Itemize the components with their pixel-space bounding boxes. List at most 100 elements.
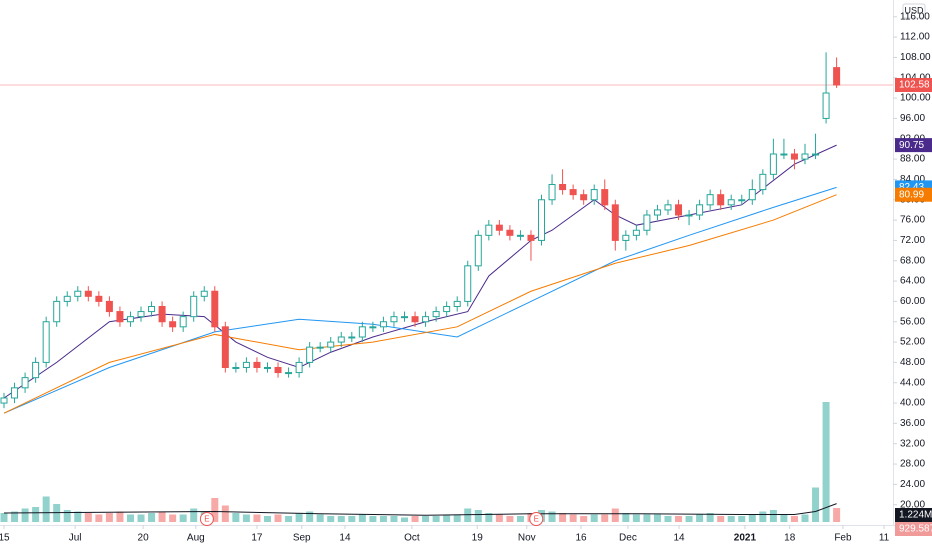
candle-body <box>158 305 166 323</box>
volume-bar <box>84 513 92 522</box>
candle-body <box>242 361 250 368</box>
price-badge-label: 102.58 <box>899 80 930 91</box>
volume-bar <box>812 487 820 522</box>
candle-body <box>306 346 314 363</box>
volume-bar <box>664 516 672 522</box>
volume-bar <box>285 516 293 522</box>
candle-body <box>53 300 61 323</box>
candle-body <box>833 67 841 86</box>
candle-body <box>664 204 672 211</box>
candle-body <box>137 311 145 318</box>
x-tick-label: 18 <box>784 533 796 544</box>
volume-bar <box>780 514 788 522</box>
volume-bar <box>495 514 503 522</box>
candle-body <box>348 336 356 339</box>
candle-body <box>211 290 219 328</box>
candle-body <box>390 316 398 323</box>
volume-bar <box>422 516 430 522</box>
y-tick-label: 36.00 <box>900 418 925 429</box>
candle-body <box>443 305 451 313</box>
y-tick-label: 48.00 <box>900 357 925 368</box>
volume-bar <box>148 513 156 522</box>
candle-body <box>580 194 588 201</box>
x-tick-label: Sep <box>293 533 311 544</box>
candle-body <box>569 189 577 196</box>
y-tick-label: 112.00 <box>900 32 930 43</box>
x-tick-label: Aug <box>187 533 205 544</box>
candle-body <box>506 229 514 236</box>
candle-body <box>401 316 409 319</box>
volume-bar <box>590 514 598 522</box>
volume-bar <box>580 516 588 522</box>
price-badge <box>895 187 932 202</box>
price-badge-label: 82.43 <box>899 182 924 193</box>
candle-body <box>485 224 493 236</box>
candle-body <box>801 153 809 160</box>
candle-body <box>379 321 387 328</box>
event-marker[interactable] <box>199 512 214 526</box>
volume-bar <box>306 511 314 522</box>
volume-bar <box>569 514 577 522</box>
volume-bar <box>242 514 250 522</box>
price-badge <box>895 508 932 522</box>
candle-body <box>516 234 524 237</box>
candle-body <box>221 326 229 368</box>
y-tick-label: 20.00 <box>900 499 925 510</box>
candle-body <box>253 361 261 368</box>
y-tick-label: 24.00 <box>900 479 925 490</box>
x-tick-label: 16 <box>575 533 587 544</box>
volume-bar <box>611 508 619 522</box>
x-tick-label: 14 <box>339 533 351 544</box>
price-badge <box>895 138 932 153</box>
volume-bar <box>211 498 219 522</box>
candle-body <box>369 326 377 329</box>
volume-bar <box>274 514 282 522</box>
currency-label[interactable]: USD <box>904 5 924 15</box>
volume-bar <box>443 514 451 522</box>
volume-bar <box>126 514 134 522</box>
candle-body <box>696 204 704 216</box>
candle-body <box>706 194 714 206</box>
volume-bar <box>759 511 767 522</box>
candle-body <box>74 290 82 297</box>
candle-body <box>285 372 293 375</box>
candle-body <box>822 92 830 119</box>
candle-body <box>685 214 693 217</box>
candle-body <box>759 173 767 191</box>
volume-bar <box>548 511 556 522</box>
candle-body <box>738 199 746 202</box>
currency-box[interactable] <box>902 3 926 19</box>
candle-body <box>316 346 324 349</box>
candle-body <box>769 153 777 175</box>
candle-body <box>179 316 187 328</box>
y-tick-label: 108.00 <box>900 52 931 63</box>
x-tick-label: Feb <box>834 533 852 544</box>
candle-body <box>559 184 567 191</box>
volume-bar <box>790 516 798 522</box>
x-tick-label: Jul <box>69 533 82 544</box>
candle-body <box>727 199 735 206</box>
volume-bar <box>42 496 50 522</box>
y-tick-label: 56.00 <box>900 316 925 327</box>
candle-body <box>411 316 419 323</box>
candle-body <box>548 184 556 201</box>
candle-body <box>538 199 546 241</box>
candle-body <box>432 311 440 318</box>
candle-body <box>717 194 725 206</box>
volume-bar <box>401 517 409 522</box>
candle-body <box>11 387 19 399</box>
y-tick-label: 76.00 <box>900 215 925 226</box>
volume-bar <box>190 508 198 522</box>
price-badge <box>895 522 932 536</box>
x-tick-label: 2021 <box>734 533 757 544</box>
volume-bar <box>253 514 261 522</box>
volume-bar <box>632 514 640 522</box>
event-marker[interactable] <box>529 512 544 526</box>
volume-bar <box>0 513 8 522</box>
y-tick-label: 40.00 <box>900 398 925 409</box>
x-tick-label: 17 <box>251 533 263 544</box>
volume-bar <box>263 516 271 522</box>
candle-body <box>327 341 335 348</box>
volume-bar <box>327 516 335 522</box>
